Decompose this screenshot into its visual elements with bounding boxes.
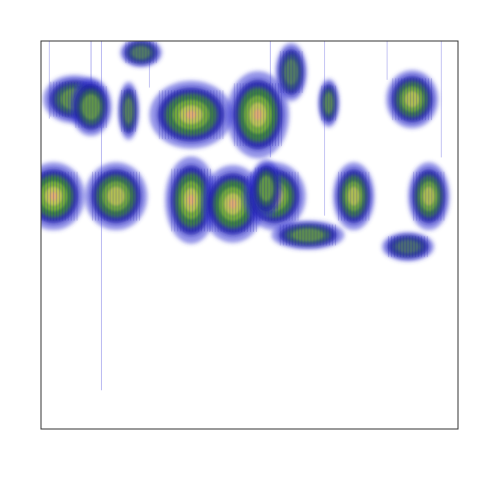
heat-blob-4 <box>118 81 139 140</box>
heat-blob-13 <box>332 162 375 231</box>
heat-blob-6 <box>165 156 218 244</box>
heat-blob-18 <box>381 232 435 262</box>
heatmap-marks <box>41 41 450 391</box>
heat-blob-8 <box>226 71 290 159</box>
heat-blob-17 <box>275 42 307 102</box>
heat-blob-3 <box>84 162 148 231</box>
heat-blob-11 <box>250 159 282 218</box>
heat-blob-12 <box>318 78 340 128</box>
heat-blob-1 <box>70 77 112 137</box>
heat-blob-2 <box>41 162 85 231</box>
heat-blob-14 <box>386 70 439 129</box>
heat-blob-16 <box>120 41 162 68</box>
heat-blob-15 <box>407 162 450 231</box>
plot-frame <box>40 40 459 430</box>
heat-blob-5 <box>149 80 233 149</box>
heat-blob-10 <box>271 220 345 250</box>
